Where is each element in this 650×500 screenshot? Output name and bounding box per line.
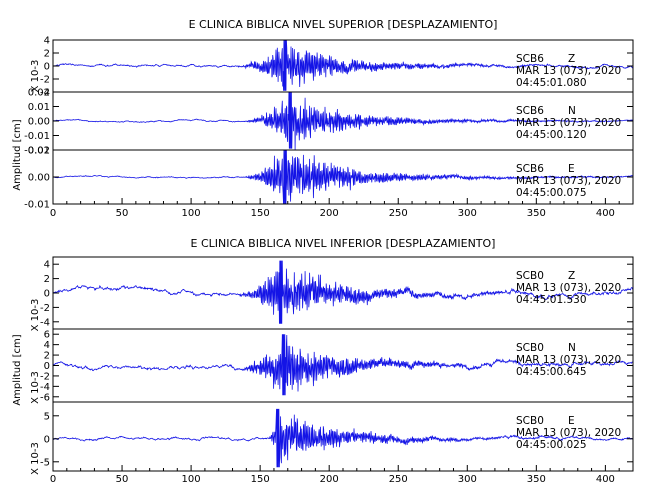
x-tick-label: 400 [596, 208, 615, 219]
y-tick-label: 4 [44, 260, 50, 271]
y-tick-label: 0 [44, 361, 50, 372]
y-tick-label: -2 [40, 303, 50, 314]
y-tick-label: 5 [44, 411, 50, 422]
y-tick-label: -4 [40, 382, 50, 393]
record-time: 04:45:01.530 [516, 294, 587, 306]
y-tick-label: -4 [40, 88, 50, 99]
waveform-trace [53, 149, 634, 205]
record-time: 04:45:00.075 [516, 187, 587, 199]
record-date: MAR 13 (073), 2020 [516, 354, 621, 366]
x-tick-label: 150 [251, 208, 270, 219]
component-label: Z [568, 270, 575, 282]
y-scale-label: X 10-3 [30, 299, 41, 332]
x-tick-label: 250 [389, 474, 408, 485]
record-date: MAR 13 (073), 2020 [516, 175, 621, 187]
station-name: SCB6 [516, 105, 544, 117]
station-name: SCB6 [516, 53, 544, 65]
y-tick-label: 4 [44, 36, 50, 47]
record-time: 04:45:00.120 [516, 129, 587, 141]
y-tick-label: -4 [40, 317, 50, 328]
y-tick-label: 0.00 [28, 117, 50, 128]
x-tick-label: 0 [50, 474, 56, 485]
y-tick-label: 0.02 [28, 88, 50, 99]
y-axis-label: Amplitud [cm] [12, 334, 23, 405]
waveform-trace [52, 39, 634, 91]
x-tick-label: 300 [458, 208, 477, 219]
record-time: 04:45:00.645 [516, 366, 587, 378]
x-tick-label: 100 [182, 208, 201, 219]
y-scale-label: X 10-3 [30, 60, 41, 93]
station-name: SCB0 [516, 270, 544, 282]
station-name: SCB6 [516, 163, 544, 175]
station-name: SCB0 [516, 415, 544, 427]
y-tick-label: 2 [44, 274, 50, 285]
y-tick-label: 0.01 [28, 146, 50, 157]
x-tick-label: 200 [320, 208, 339, 219]
y-tick-label: 0.00 [28, 173, 50, 184]
chart-title: E CLINICA BIBLICA NIVEL INFERIOR [DESPLA… [191, 237, 496, 250]
waveform-trace [52, 408, 634, 468]
x-tick-label: 50 [116, 474, 129, 485]
y-tick-label: -5 [40, 457, 50, 468]
chart-title: E CLINICA BIBLICA NIVEL SUPERIOR [DESPLA… [189, 18, 498, 31]
y-tick-label: -0.02 [24, 146, 50, 157]
record-time: 04:45:01.080 [516, 77, 587, 89]
y-axis-label: Amplitud [cm] [12, 119, 23, 190]
waveform-trace [52, 91, 634, 151]
y-tick-label: 2 [44, 49, 50, 60]
y-scale-label: X 10-3 [30, 442, 41, 475]
record-date: MAR 13 (073), 2020 [516, 282, 621, 294]
y-tick-label: 4 [44, 340, 50, 351]
y-tick-label: -6 [40, 392, 50, 403]
y-tick-label: 0.01 [28, 102, 50, 113]
y-tick-label: -0.01 [24, 200, 50, 211]
y-scale-label: X 10-3 [30, 371, 41, 404]
component-label: N [568, 342, 576, 354]
x-tick-label: 100 [182, 474, 201, 485]
record-date: MAR 13 (073), 2020 [516, 117, 621, 129]
y-tick-label: 0 [44, 289, 50, 300]
x-tick-label: 350 [527, 208, 546, 219]
record-date: MAR 13 (073), 2020 [516, 65, 621, 77]
record-time: 04:45:00.025 [516, 439, 587, 451]
chart-block-2: E CLINICA BIBLICA NIVEL INFERIOR [DESPLA… [12, 237, 634, 485]
y-tick-label: -0.01 [24, 131, 50, 142]
waveform-trace [52, 260, 634, 324]
y-tick-label: 6 [44, 330, 50, 341]
x-tick-label: 350 [527, 474, 546, 485]
component-label: Z [568, 53, 575, 65]
x-tick-label: 250 [389, 208, 408, 219]
waveform-trace [52, 334, 634, 396]
x-tick-label: 50 [116, 208, 129, 219]
x-tick-label: 200 [320, 474, 339, 485]
y-tick-label: 0 [44, 434, 50, 445]
record-date: MAR 13 (073), 2020 [516, 427, 621, 439]
panel-frame [52, 401, 634, 472]
x-tick-label: 150 [251, 474, 270, 485]
x-tick-label: 0 [50, 208, 56, 219]
station-name: SCB0 [516, 342, 544, 354]
y-tick-label: 0 [44, 62, 50, 73]
chart-block-1: E CLINICA BIBLICA NIVEL SUPERIOR [DESPLA… [12, 18, 634, 219]
component-label: E [568, 415, 575, 427]
component-label: N [568, 105, 576, 117]
y-tick-label: -2 [40, 371, 50, 382]
x-tick-label: 300 [458, 474, 477, 485]
y-tick-label: -2 [40, 75, 50, 86]
component-label: E [568, 163, 575, 175]
y-tick-label: 2 [44, 351, 50, 362]
x-tick-label: 400 [596, 474, 615, 485]
